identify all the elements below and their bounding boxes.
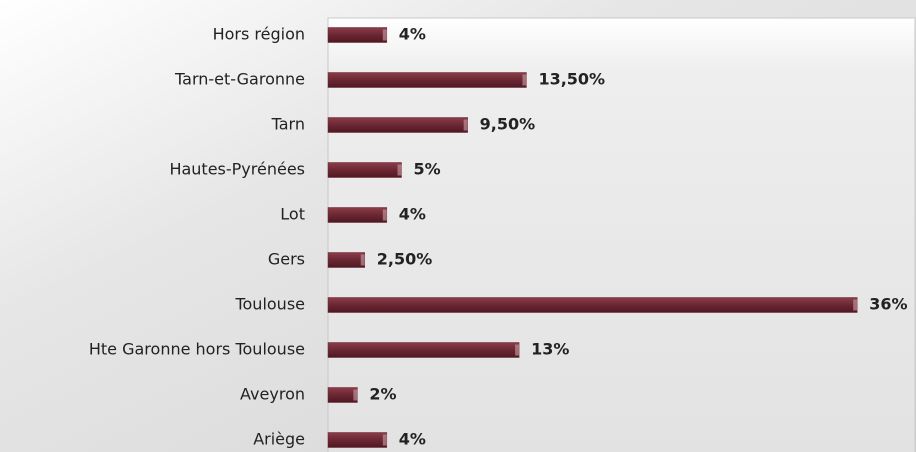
category-label: Lot <box>280 205 305 224</box>
value-label: 5% <box>414 160 441 179</box>
value-label: 36% <box>869 295 907 314</box>
category-label: Toulouse <box>234 295 305 314</box>
value-label: 9,50% <box>480 115 536 134</box>
bar-cap <box>522 74 527 86</box>
value-label: 4% <box>399 25 426 44</box>
bar-cap <box>382 434 387 446</box>
bar <box>327 387 358 403</box>
category-label: Tarn <box>271 115 305 134</box>
bar-cap <box>382 209 387 221</box>
bar <box>327 117 468 133</box>
value-label: 4% <box>399 430 426 449</box>
category-label: Aveyron <box>240 385 305 404</box>
category-label: Hte Garonne hors Toulouse <box>89 340 305 359</box>
bar <box>327 27 388 43</box>
value-label: 2,50% <box>377 250 433 269</box>
value-label: 2% <box>369 385 396 404</box>
bar <box>327 207 388 223</box>
value-label: 13% <box>531 340 569 359</box>
bar-cap <box>382 29 387 41</box>
bar-cap <box>463 119 468 131</box>
plot-area <box>327 17 916 452</box>
bar <box>327 342 520 358</box>
category-label: Tarn-et-Garonne <box>174 70 305 89</box>
value-label: 4% <box>399 205 426 224</box>
bar <box>327 162 402 178</box>
value-label: 13,50% <box>538 70 605 89</box>
bar-cap <box>353 389 358 401</box>
category-label: Ariège <box>253 430 305 449</box>
bar-cap <box>853 299 858 311</box>
bar-cap <box>360 254 365 266</box>
category-label: Hors région <box>213 25 305 44</box>
bar <box>327 72 527 88</box>
bar <box>327 297 858 313</box>
bar-cap <box>397 164 402 176</box>
category-label: Hautes-Pyrénées <box>169 160 305 179</box>
bar <box>327 252 365 268</box>
bar-cap <box>515 344 520 356</box>
bar <box>327 432 388 448</box>
category-label: Gers <box>268 250 305 269</box>
